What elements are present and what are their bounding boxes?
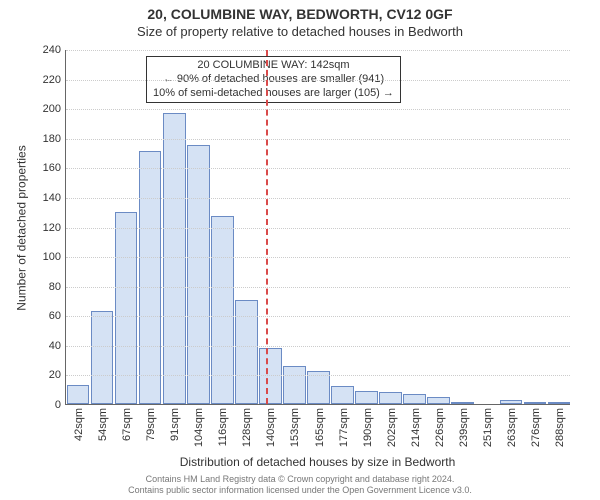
annotation-line-1: 20 COLUMBINE WAY: 142sqm: [153, 59, 394, 73]
histogram-bar: [139, 151, 162, 404]
gridline: [66, 139, 570, 140]
histogram-bar: [67, 385, 90, 404]
plot-area: 20 COLUMBINE WAY: 142sqm ← 90% of detach…: [65, 50, 570, 405]
y-tick-label: 100: [31, 251, 61, 263]
property-marker-line: [266, 50, 268, 404]
x-tick-label: 202sqm: [386, 408, 398, 447]
x-axis-title: Distribution of detached houses by size …: [65, 455, 570, 469]
y-axis-title: Number of detached properties: [15, 145, 29, 310]
y-tick-label: 0: [31, 399, 61, 411]
x-tick-label: 226sqm: [434, 408, 446, 447]
histogram-bar: [355, 391, 378, 404]
x-tick-label: 214sqm: [410, 408, 422, 447]
histogram-bar: [187, 145, 210, 404]
x-tick-label: 239sqm: [458, 408, 470, 447]
histogram-bar: [548, 402, 571, 404]
x-tick-label: 177sqm: [338, 408, 350, 447]
x-tick-label: 67sqm: [121, 408, 133, 441]
gridline: [66, 80, 570, 81]
gridline: [66, 287, 570, 288]
histogram-bar: [451, 402, 474, 404]
y-tick-label: 120: [31, 222, 61, 234]
x-tick-label: 276sqm: [530, 408, 542, 447]
y-tick-label: 80: [31, 281, 61, 293]
gridline: [66, 228, 570, 229]
histogram-bar: [427, 397, 450, 404]
x-tick-label: 104sqm: [193, 408, 205, 447]
footer-attribution: Contains HM Land Registry data © Crown c…: [0, 474, 600, 496]
histogram-bar: [91, 311, 114, 404]
x-tick-label: 79sqm: [145, 408, 157, 441]
gridline: [66, 257, 570, 258]
x-tick-label: 128sqm: [241, 408, 253, 447]
gridline: [66, 346, 570, 347]
chart-subtitle: Size of property relative to detached ho…: [0, 24, 600, 39]
gridline: [66, 109, 570, 110]
histogram-bar: [163, 113, 186, 404]
x-tick-label: 153sqm: [289, 408, 301, 447]
footer-line-2: Contains public sector information licen…: [0, 485, 600, 496]
histogram-bar: [331, 386, 354, 404]
y-tick-label: 180: [31, 133, 61, 145]
x-tick-label: 116sqm: [217, 408, 229, 446]
x-tick-label: 288sqm: [554, 408, 566, 447]
histogram-bar: [524, 402, 547, 404]
y-axis-title-wrap: Number of detached properties: [14, 50, 30, 405]
x-tick-label: 263sqm: [506, 408, 518, 447]
y-tick-label: 220: [31, 74, 61, 86]
x-tick-label: 140sqm: [265, 408, 277, 447]
x-tick-label: 165sqm: [314, 408, 326, 447]
y-tick-label: 60: [31, 310, 61, 322]
histogram-bar: [379, 392, 402, 404]
gridline: [66, 316, 570, 317]
x-tick-label: 54sqm: [97, 408, 109, 441]
y-tick-label: 20: [31, 369, 61, 381]
histogram-bar: [500, 400, 523, 404]
histogram-bar: [403, 394, 426, 404]
footer-line-1: Contains HM Land Registry data © Crown c…: [0, 474, 600, 485]
gridline: [66, 50, 570, 51]
chart-container: 20, COLUMBINE WAY, BEDWORTH, CV12 0GF Si…: [0, 0, 600, 500]
gridline: [66, 375, 570, 376]
y-tick-label: 240: [31, 44, 61, 56]
y-tick-label: 140: [31, 192, 61, 204]
y-tick-label: 200: [31, 103, 61, 115]
y-tick-label: 40: [31, 340, 61, 352]
x-tick-label: 251sqm: [482, 408, 494, 447]
x-tick-label: 42sqm: [73, 408, 85, 441]
x-tick-label: 190sqm: [362, 408, 374, 447]
page-title: 20, COLUMBINE WAY, BEDWORTH, CV12 0GF: [0, 6, 600, 22]
y-tick-label: 160: [31, 162, 61, 174]
gridline: [66, 168, 570, 169]
x-tick-label: 91sqm: [169, 408, 181, 441]
gridline: [66, 198, 570, 199]
annotation-line-3: 10% of semi-detached houses are larger (…: [153, 87, 394, 101]
histogram-bar: [283, 366, 306, 404]
